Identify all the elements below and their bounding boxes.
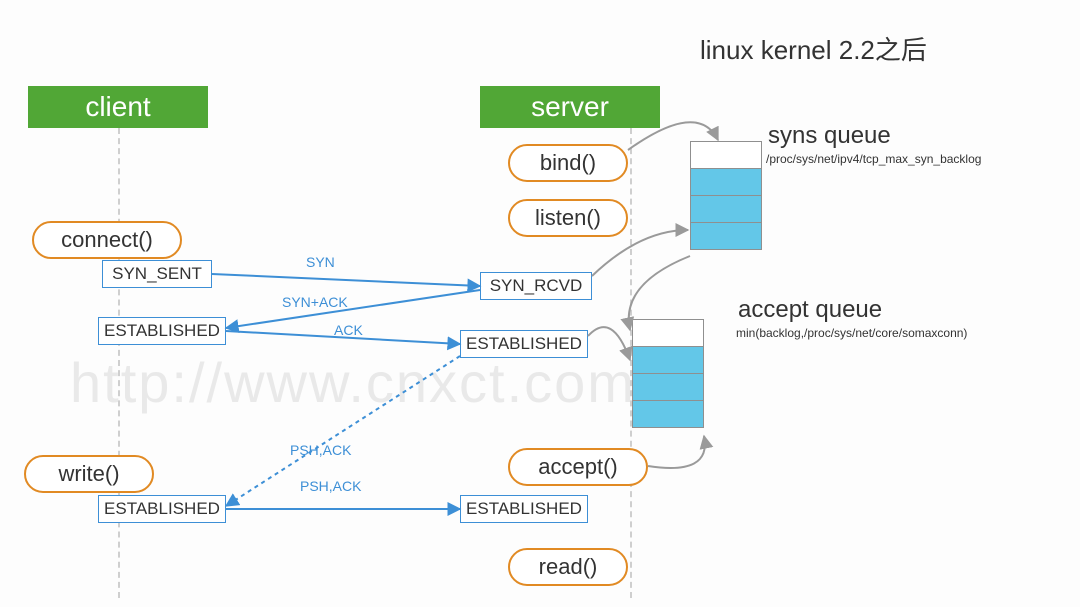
connect-call: connect() xyxy=(32,221,182,259)
accept-call: accept() xyxy=(508,448,648,486)
queue-slot xyxy=(632,373,704,401)
queue-slot xyxy=(690,141,762,169)
syns-queue xyxy=(690,142,762,250)
state-est-client1: ESTABLISHED xyxy=(98,317,226,345)
queue-slot xyxy=(690,168,762,196)
queue-slot xyxy=(690,222,762,250)
queue-slot xyxy=(690,195,762,223)
label-ack: ACK xyxy=(334,322,363,338)
state-est-server2: ESTABLISHED xyxy=(460,495,588,523)
label-syn: SYN xyxy=(306,254,335,270)
state-syn-sent: SYN_SENT xyxy=(102,260,212,288)
label-pshack1: PSH,ACK xyxy=(290,442,351,458)
watermark: http://www.cnxct.com xyxy=(70,350,636,415)
arrow-syn xyxy=(212,274,480,286)
syns-queue-title: syns queue xyxy=(768,122,891,150)
label-synack: SYN+ACK xyxy=(282,294,348,310)
read-call: read() xyxy=(508,548,628,586)
queue-slot xyxy=(632,346,704,374)
accept-queue xyxy=(632,320,704,428)
write-call: write() xyxy=(24,455,154,493)
client-header: client xyxy=(28,86,208,128)
queue-slot xyxy=(632,400,704,428)
accept-queue-subtitle: min(backlog,/proc/sys/net/core/somaxconn… xyxy=(736,326,967,340)
label-pshack2: PSH,ACK xyxy=(300,478,361,494)
server-header: server xyxy=(480,86,660,128)
client-lifeline xyxy=(118,128,120,598)
syns-queue-subtitle: /proc/sys/net/ipv4/tcp_max_syn_backlog xyxy=(766,152,981,166)
kernel-title: linux kernel 2.2之后 xyxy=(700,30,927,67)
state-syn-rcvd: SYN_RCVD xyxy=(480,272,592,300)
accept-queue-title: accept queue xyxy=(738,296,882,324)
queue-slot xyxy=(632,319,704,347)
listen-call: listen() xyxy=(508,199,628,237)
curve-accept-right xyxy=(648,436,705,468)
state-est-client2: ESTABLISHED xyxy=(98,495,226,523)
state-est-server1: ESTABLISHED xyxy=(460,330,588,358)
bind-call: bind() xyxy=(508,144,628,182)
